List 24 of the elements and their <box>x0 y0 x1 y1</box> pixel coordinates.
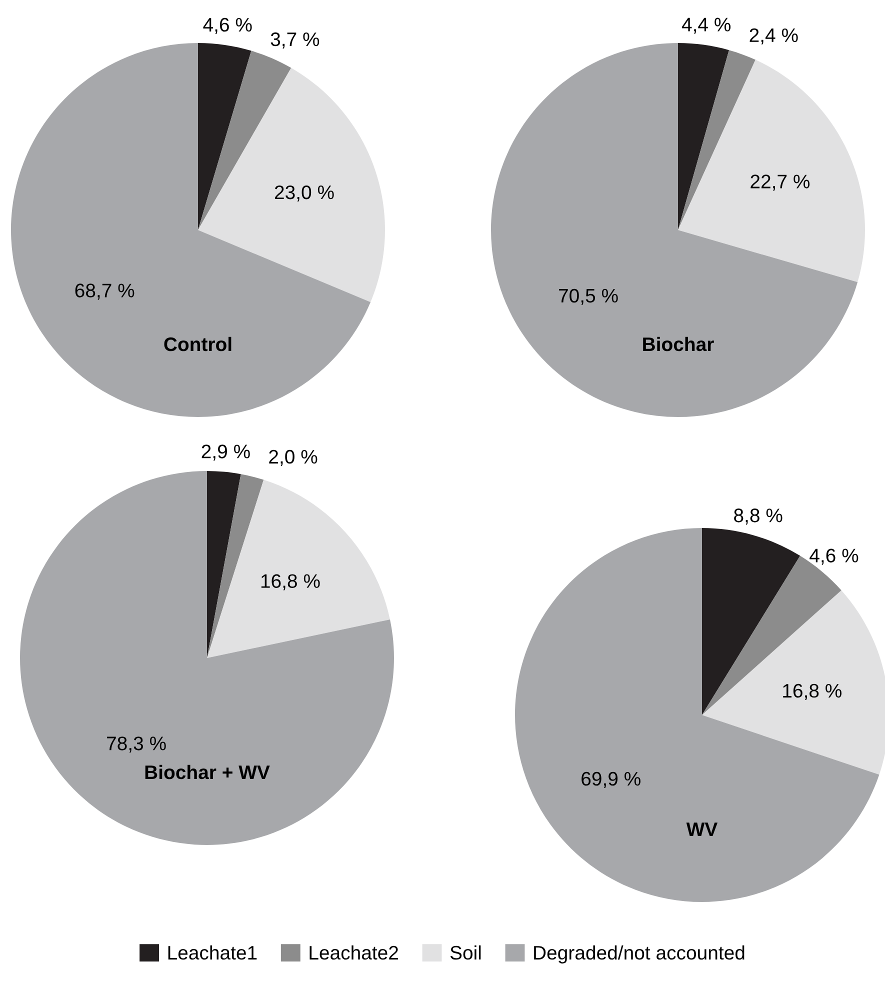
text: Biochar <box>643 336 714 352</box>
legend-label: Leachate1 <box>168 945 257 960</box>
text: Control <box>164 336 232 352</box>
data-label: 2,4 % <box>750 28 798 44</box>
legend-label: Soil <box>450 945 481 960</box>
data-label: 8,8 % <box>734 508 782 525</box>
data-label: 4,4 % <box>682 18 731 34</box>
data-label: 70,5 % <box>559 288 618 305</box>
data-label: 23,0 % <box>274 185 334 202</box>
data-label: 69,9 % <box>582 772 640 788</box>
data-label: 68,7 % <box>75 284 134 300</box>
data-label: 2,9 % <box>202 444 250 461</box>
legend-label: Degraded/not accounted <box>534 945 744 964</box>
text: WV <box>686 822 718 836</box>
data-label: 4,6 % <box>203 18 252 34</box>
text: Biochar + WV <box>145 764 270 780</box>
data-label: 22,7 % <box>750 174 810 191</box>
data-label: 16,8 % <box>261 574 320 590</box>
data-label: 16,8 % <box>783 684 842 700</box>
legend-label: Leachate2 <box>310 945 398 960</box>
data-label: 2,0 % <box>269 450 318 466</box>
data-label: 3,7 % <box>270 32 320 48</box>
data-label: 4,6 % <box>810 548 858 565</box>
data-label: 78,3 % <box>107 736 166 753</box>
